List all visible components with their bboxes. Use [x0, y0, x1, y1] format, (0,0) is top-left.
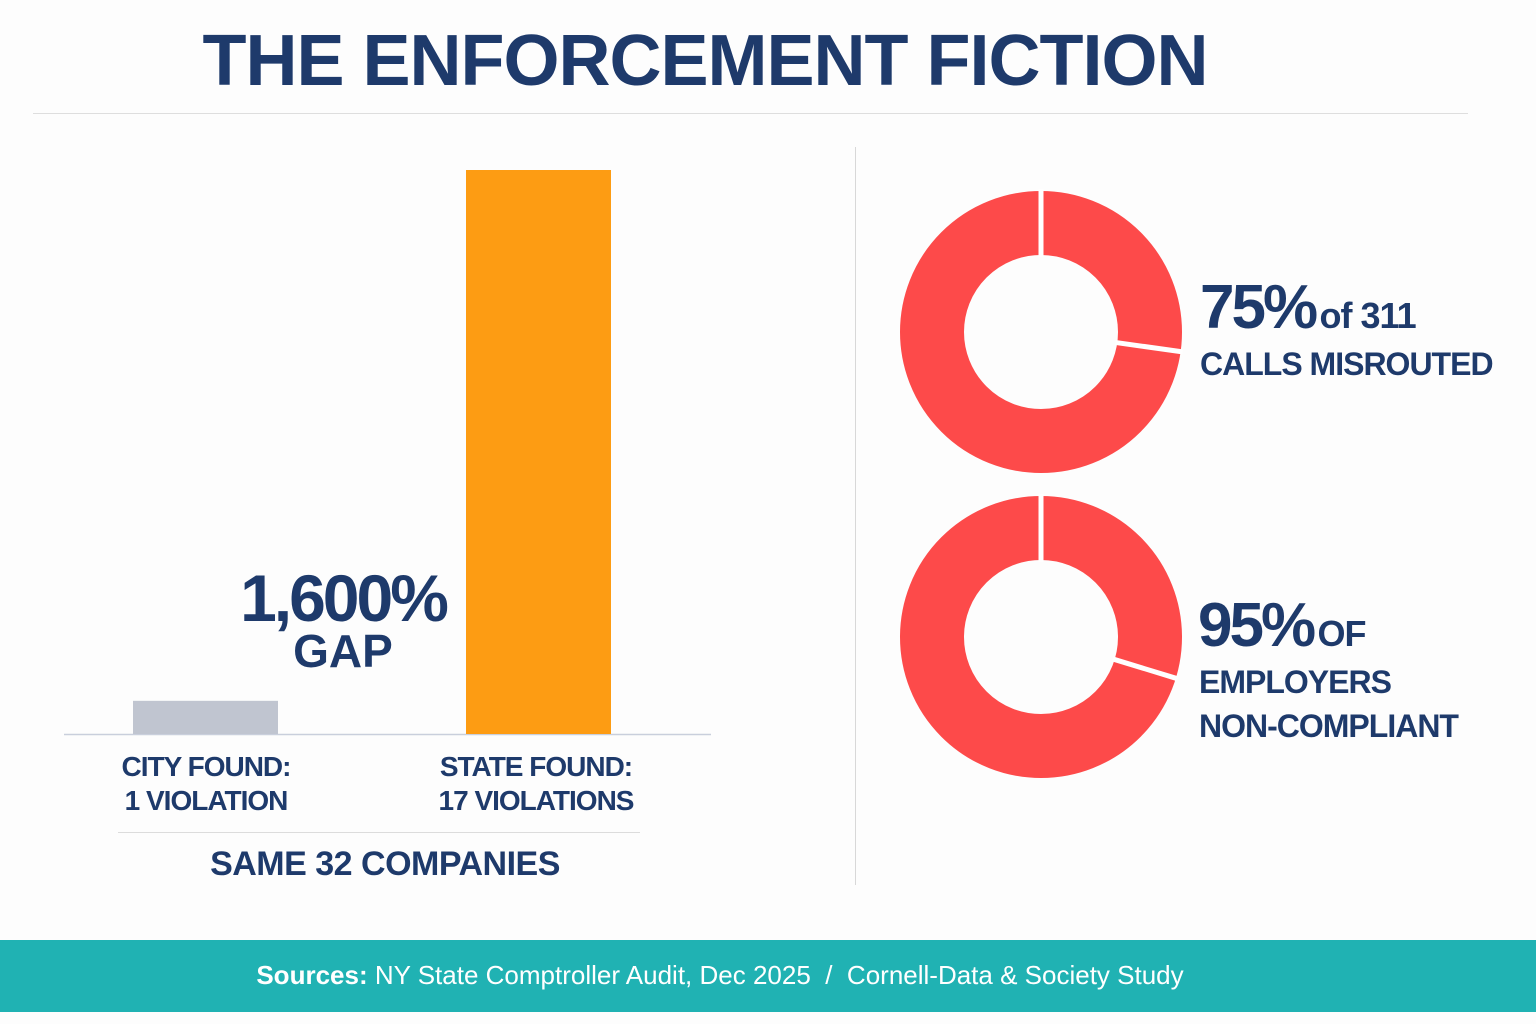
- donut2-caption-line2: NON-COMPLIANT: [1199, 708, 1459, 744]
- donut2-label: 95% OF: [1198, 590, 1367, 661]
- state-category: STATE FOUND:: [439, 751, 633, 782]
- donut2-caption-line1: EMPLOYERS: [1199, 664, 1392, 700]
- donut2-value: 95%: [1198, 591, 1316, 660]
- city-label: CITY FOUND: 1 VIOLATION: [86, 750, 326, 818]
- chart-canvas: [64, 170, 1183, 778]
- city-value: 1 VIOLATION: [124, 785, 289, 816]
- panel-divider: [855, 147, 856, 885]
- title-divider: [33, 113, 1468, 114]
- donut1-caption: CALLS MISROUTED: [1200, 346, 1494, 382]
- donut1-label: 75% of 311: [1200, 272, 1417, 343]
- gap-label: GAP: [293, 625, 393, 677]
- gap-percentage: 1,600%: [240, 561, 449, 635]
- sources-text: Sources: NY State Comptroller Audit, Dec…: [0, 960, 1440, 991]
- state-value: 17 VIOLATIONS: [438, 785, 635, 816]
- sources-footer: Sources: NY State Comptroller Audit, Dec…: [0, 940, 1536, 1012]
- state-label: STATE FOUND: 17 VIOLATIONS: [406, 750, 666, 818]
- page-title: THE ENFORCEMENT FICTION: [202, 21, 1209, 101]
- city-category: CITY FOUND:: [121, 751, 292, 782]
- bar-city: [133, 700, 278, 734]
- donut2-suffix: OF: [1317, 613, 1367, 654]
- sources-label: Sources:: [256, 960, 368, 990]
- companies-caption: SAME 32 COMPANIES: [210, 845, 560, 883]
- donut-2-separator-2: [1111, 656, 1179, 682]
- companies-divider: [118, 832, 640, 833]
- sources-list: NY State Comptroller Audit, Dec 2025 / C…: [367, 960, 1184, 990]
- donut1-suffix: of 311: [1319, 295, 1417, 336]
- donut1-value: 75%: [1200, 273, 1318, 342]
- donut2-caption: EMPLOYERS NON-COMPLIANT: [1199, 660, 1459, 748]
- donut-1-separator-2: [1114, 339, 1183, 355]
- bar-state: [466, 170, 611, 734]
